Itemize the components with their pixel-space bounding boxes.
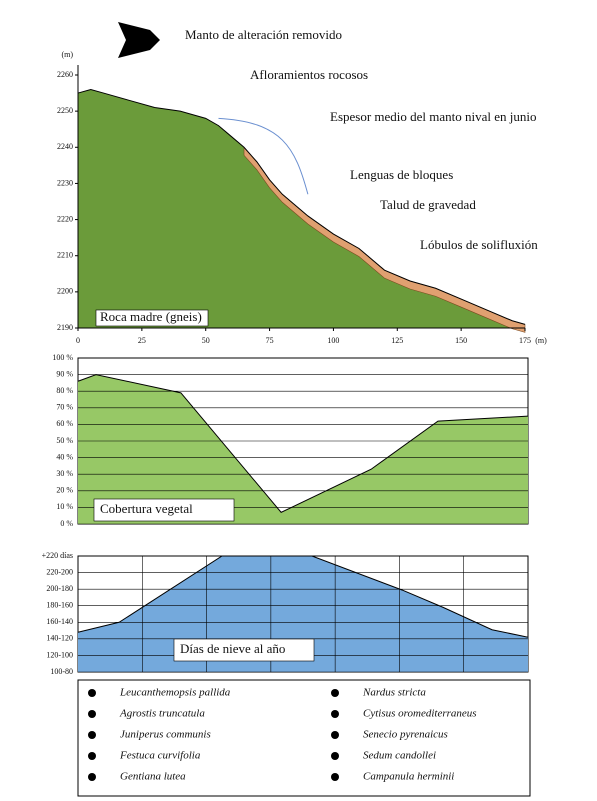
y-tick-label: 50 % bbox=[56, 436, 73, 445]
annotation-box bbox=[95, 309, 209, 327]
annotation: Lóbulos de solifluxión bbox=[420, 237, 538, 252]
legend-symbol bbox=[331, 689, 339, 697]
legend-symbol bbox=[331, 710, 339, 718]
y-tick-label: 0 % bbox=[60, 519, 73, 528]
legend-entry: Juniperus communis bbox=[120, 729, 211, 741]
y-tick-label: 70 % bbox=[56, 403, 73, 412]
x-tick-label: 150 bbox=[455, 336, 467, 345]
x-tick-label: 125 bbox=[391, 336, 403, 345]
x-tick-label: 100 bbox=[327, 336, 339, 345]
y-tick-label: 90 % bbox=[56, 369, 73, 378]
y-tick-label: 100-80 bbox=[50, 667, 73, 676]
y-tick-label: 2200 bbox=[57, 287, 73, 296]
panel-label-box bbox=[93, 498, 235, 522]
panel-label: Cobertura vegetal bbox=[100, 501, 193, 516]
y-tick-label: 2260 bbox=[57, 70, 73, 79]
x-tick-label: 25 bbox=[138, 336, 146, 345]
x-tick-label: 175 bbox=[519, 336, 531, 345]
y-tick-label: 2240 bbox=[57, 142, 73, 151]
legend-symbol bbox=[88, 773, 96, 781]
y-tick-label: 220-200 bbox=[46, 567, 73, 576]
y-tick-label: +220 días bbox=[42, 551, 73, 560]
area bbox=[78, 89, 525, 328]
annotation: Espesor medio del manto nival en junio bbox=[330, 109, 537, 124]
y-tick-label: 10 % bbox=[56, 502, 73, 511]
legend-symbol bbox=[88, 731, 96, 739]
y-tick-label: 2220 bbox=[57, 214, 73, 223]
x-tick-label: 75 bbox=[266, 336, 274, 345]
legend-entry: Sedum candollei bbox=[363, 750, 436, 762]
annotation: Manto de alteración removido bbox=[185, 27, 342, 42]
annotation: Lenguas de bloques bbox=[350, 167, 453, 182]
legend-symbol bbox=[331, 731, 339, 739]
y-tick-label: 200-180 bbox=[46, 584, 73, 593]
y-tick-label: 2250 bbox=[57, 106, 73, 115]
x-unit: (m) bbox=[535, 336, 547, 345]
legend-box bbox=[77, 679, 531, 797]
legend-entry: Festuca curvifolia bbox=[119, 750, 201, 762]
y-tick-label: 180-160 bbox=[46, 601, 73, 610]
y-tick-label: 2230 bbox=[57, 178, 73, 187]
y-tick-label: 40 % bbox=[56, 452, 73, 461]
snow-line bbox=[218, 117, 309, 195]
legend-entry: Nardus stricta bbox=[362, 687, 426, 699]
area-outline bbox=[77, 555, 529, 638]
annotation: Talud de gravedad bbox=[380, 197, 476, 212]
y-tick-label: 60 % bbox=[56, 419, 73, 428]
legend-symbol bbox=[88, 710, 96, 718]
y-tick-label: 20 % bbox=[56, 486, 73, 495]
area-outline bbox=[77, 88, 526, 325]
legend-entry: Leucanthemopsis pallida bbox=[119, 687, 231, 699]
legend-entry: Campanula herminii bbox=[363, 771, 454, 783]
y-tick-label: 160-140 bbox=[46, 617, 73, 626]
legend-symbol bbox=[331, 752, 339, 760]
annotation: Roca madre (gneis) bbox=[100, 309, 202, 324]
y-tick-label: 80 % bbox=[56, 386, 73, 395]
legend-entry: Agrostis truncatula bbox=[119, 708, 205, 720]
x-tick-label: 0 bbox=[76, 336, 80, 345]
y-tick-label: 2210 bbox=[57, 251, 73, 260]
legend-symbol bbox=[88, 689, 96, 697]
legend-symbol bbox=[88, 752, 96, 760]
panel-label: Días de nieve al año bbox=[180, 641, 285, 656]
y-tick-label: 100 % bbox=[52, 353, 73, 362]
area bbox=[78, 374, 528, 524]
y-tick-label: 30 % bbox=[56, 469, 73, 478]
annotation: Afloramientos rocosos bbox=[250, 67, 368, 82]
y-tick-label: 140-120 bbox=[46, 634, 73, 643]
legend-entry: Cytisus oromediterraneus bbox=[363, 708, 477, 720]
legend-symbol bbox=[331, 773, 339, 781]
panel-label-box bbox=[173, 638, 315, 662]
x-tick-label: 50 bbox=[202, 336, 210, 345]
legend-entry: Gentiana lutea bbox=[120, 771, 186, 783]
y-tick-label: 2190 bbox=[57, 323, 73, 332]
legend-entry: Senecio pyrenaicus bbox=[363, 729, 448, 741]
orientation-icon bbox=[118, 22, 160, 58]
y-unit: (m) bbox=[61, 50, 73, 59]
y-tick-label: 120-100 bbox=[46, 650, 73, 659]
